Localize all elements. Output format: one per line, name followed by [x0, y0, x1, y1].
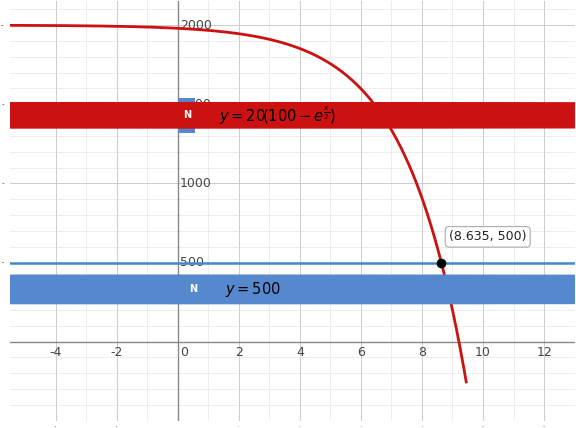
Text: 4: 4: [296, 346, 304, 360]
Text: (8.635, 500): (8.635, 500): [449, 230, 526, 244]
Text: 6: 6: [357, 346, 365, 360]
Text: 500: 500: [180, 256, 204, 269]
Circle shape: [0, 275, 576, 303]
Text: 1000: 1000: [180, 177, 212, 190]
Text: 0: 0: [180, 346, 188, 360]
Circle shape: [0, 103, 576, 128]
Text: 12: 12: [536, 346, 552, 360]
Text: 10: 10: [475, 346, 491, 360]
Text: -2: -2: [111, 346, 123, 360]
FancyBboxPatch shape: [179, 98, 195, 133]
Text: $y = 20\!\left(100 - e^{\frac{x}{2}}\right)$: $y = 20\!\left(100 - e^{\frac{x}{2}}\rig…: [219, 104, 336, 127]
Text: 8: 8: [418, 346, 426, 360]
Text: 2: 2: [235, 346, 242, 360]
Text: 2000: 2000: [180, 19, 212, 32]
Text: 1500: 1500: [180, 98, 212, 111]
Text: N: N: [189, 284, 197, 294]
Text: $y = 500$: $y = 500$: [225, 280, 281, 299]
Text: N: N: [183, 110, 191, 120]
Text: -4: -4: [50, 346, 62, 360]
